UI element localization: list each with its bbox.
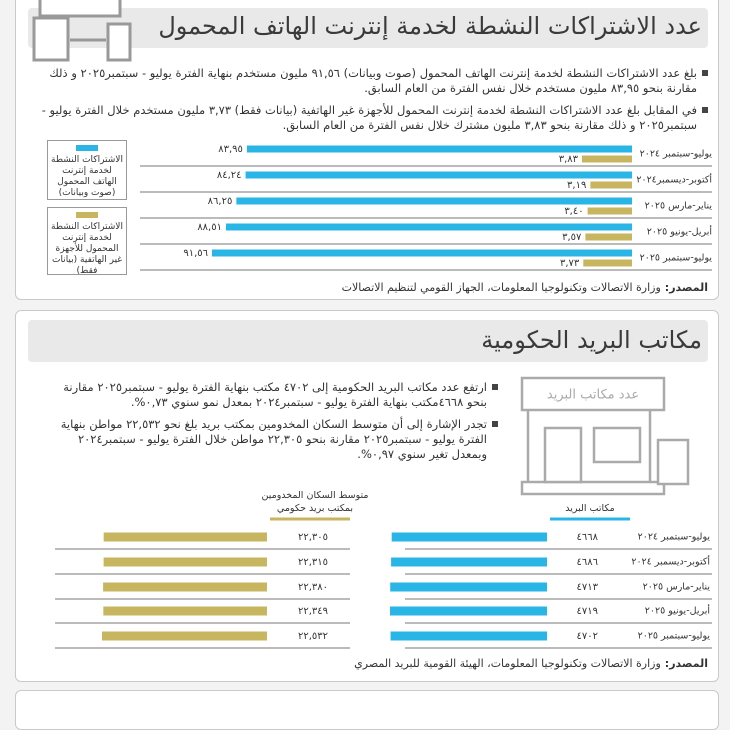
- bar: [390, 582, 547, 592]
- icon-shape: [543, 426, 583, 484]
- value-label: ٩١,٥٦: [183, 248, 208, 259]
- legend-label: الاشتراكات النشطة لخدمة إنترنت الهاتف ال…: [51, 155, 123, 198]
- section-title: عدد الاشتراكات النشطة لخدمة إنترنت الهات…: [158, 12, 702, 40]
- bar: [102, 631, 267, 641]
- value-label: ٣,٨٣: [559, 154, 579, 165]
- bullet-list: بلغ عدد الاشتراكات النشطة لخدمة إنترنت ا…: [28, 66, 708, 140]
- devices-icon: [32, 0, 132, 62]
- category-label: يناير-مارس ٢٠٢٥: [645, 201, 713, 212]
- value-label: ٣,٥٧: [562, 232, 582, 243]
- bar: [590, 181, 632, 189]
- value-label: ٨٦,٢٥: [208, 196, 233, 207]
- source-text: وزارة الاتصالات وتكنولوجيا المعلومات، ال…: [341, 281, 661, 294]
- bar: [236, 197, 633, 205]
- source: المصدر:وزارة الاتصالات وتكنولوجيا المعلو…: [354, 657, 708, 670]
- bullet: تجدر الإشارة إلى أن متوسط السكان المخدوم…: [48, 417, 498, 462]
- source-label: المصدر:: [664, 281, 708, 294]
- source: المصدر:وزارة الاتصالات وتكنولوجيا المعلو…: [342, 281, 708, 294]
- legend-swatch: [76, 212, 98, 218]
- column-header: مكاتب البريد: [565, 503, 615, 514]
- category-label: يوليو-سبتمبر ٢٠٢٤: [640, 149, 713, 160]
- value-label: ٢٢,٣٤٩: [298, 606, 328, 617]
- value-label: ٣,٤٠: [564, 206, 583, 217]
- bar: [103, 532, 268, 542]
- column-header: متوسط السكان المخدومين بمكتب بريد حكومي: [261, 490, 369, 514]
- bullet: في المقابل بلغ عدد الاشتراكات النشطة لخد…: [28, 103, 708, 133]
- chart-layer: عدد مكاتب البريد يوليو-سبتمبر ٢٠٢٤ أكتوبر…: [32, 0, 713, 649]
- value-label: ٢٢,٣٨٠: [298, 582, 328, 593]
- bar: [585, 233, 632, 241]
- value-label: ٨٤,٢٤: [217, 170, 242, 181]
- legend-box: الاشتراكات النشطة لخدمة إنترنت الهاتف ال…: [47, 140, 127, 200]
- category-label: أكتوبر-ديسمبر٢٠٢٤: [636, 173, 712, 186]
- icon-shape: [38, 0, 122, 18]
- bar: [103, 582, 267, 592]
- page: Infographic html, body { margin: 0; padd…: [15, 0, 719, 730]
- bar: [391, 557, 547, 567]
- category-label: أبريل-يونيو ٢٠٢٥: [647, 225, 713, 238]
- icon-shape: [592, 426, 642, 464]
- bar: [391, 532, 547, 542]
- header-bar: [28, 8, 708, 48]
- bullet-list: ارتفع عدد مكاتب البريد الحكومية إلى ٤٧٠٢…: [48, 380, 498, 469]
- header-bar: [28, 320, 708, 362]
- source-label: المصدر:: [664, 657, 708, 670]
- value-label: ٣,١٩: [567, 180, 586, 191]
- legend-box: الاشتراكات النشطة لخدمة إنترنت المحمول ل…: [47, 207, 127, 276]
- category-label: أبريل-يونيو ٢٠٢٥: [645, 604, 711, 617]
- icon-shape: [520, 480, 666, 496]
- icon-shape: [656, 438, 690, 486]
- value-label: ٤٧١٩: [577, 606, 598, 617]
- bar: [583, 259, 632, 267]
- illustration-label: عدد مكاتب البريد: [547, 388, 639, 403]
- page-body: {"sections": [ {"title": "عدد الاشتراكات…: [15, 0, 719, 730]
- bar: [390, 631, 547, 641]
- source-text: وزارة الاتصالات وتكنولوجيا المعلومات، ال…: [354, 657, 661, 670]
- value-label: ٤٧١٣: [577, 582, 599, 593]
- post-office-illustration: [520, 376, 690, 496]
- section-title: مكاتب البريد الحكومية: [481, 326, 702, 354]
- bar: [245, 171, 632, 179]
- bar: [390, 606, 547, 616]
- bullet: ارتفع عدد مكاتب البريد الحكومية إلى ٤٧٠٢…: [48, 380, 498, 410]
- value-label: ٢٢,٣٠٥: [298, 532, 328, 543]
- icon-shape: [106, 22, 132, 62]
- bar: [246, 145, 632, 153]
- category-label: يوليو-سبتمبر ٢٠٢٥: [638, 631, 711, 642]
- bar: [582, 155, 632, 163]
- icon-shape: [520, 376, 666, 412]
- value-label: ٨٣,٩٥: [218, 144, 243, 155]
- bullet: بلغ عدد الاشتراكات النشطة لخدمة إنترنت ا…: [28, 66, 708, 96]
- icon-shape: [32, 16, 70, 62]
- bar: [587, 207, 632, 215]
- category-label: يناير-مارس ٢٠٢٥: [643, 582, 711, 593]
- bar: [212, 249, 632, 257]
- value-label: ٢٢,٥٣٢: [298, 631, 328, 642]
- category-label: أكتوبر-ديسمبر ٢٠٢٤: [631, 555, 710, 568]
- value-label: ٤٦٨٦: [577, 557, 598, 568]
- value-label: ٣,٧٣: [560, 258, 580, 269]
- value-label: ٤٦٦٨: [577, 532, 599, 543]
- legend-swatch: [76, 145, 98, 151]
- bar: [225, 223, 632, 231]
- category-label: يوليو-سبتمبر ٢٠٢٤: [638, 532, 711, 543]
- legend-label: الاشتراكات النشطة لخدمة إنترنت المحمول ل…: [51, 222, 123, 276]
- bar: [103, 606, 268, 616]
- value-label: ٨٨,٥١: [197, 222, 222, 233]
- value-label: ٤٧٠٢: [577, 631, 598, 642]
- category-label: يوليو-سبتمبر ٢٠٢٥: [640, 253, 713, 264]
- value-label: ٢٢,٣١٥: [298, 557, 328, 568]
- panel: [15, 310, 719, 682]
- bar: [103, 557, 267, 567]
